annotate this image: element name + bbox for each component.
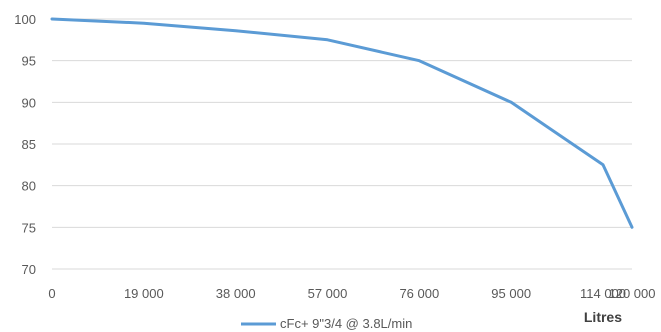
gridlines <box>52 18 632 270</box>
y-tick-label: 85 <box>22 137 36 152</box>
legend-label: cFc+ 9"3/4 @ 3.8L/min <box>280 316 412 331</box>
x-tick-label: 57 000 <box>308 286 348 301</box>
legend: cFc+ 9"3/4 @ 3.8L/min <box>241 316 412 331</box>
x-tick-label: 0 <box>48 286 55 301</box>
x-tick-label: 95 000 <box>491 286 531 301</box>
y-tick-label: 80 <box>22 179 36 194</box>
x-tick-label: 19 000 <box>124 286 164 301</box>
x-axis-tick-labels: 0 19 000 38 000 57 000 76 000 95 000 114 00012… <box>48 286 655 301</box>
series-lines <box>50 17 634 229</box>
x-tick-label: 120 000 <box>609 286 656 301</box>
x-tick-label: 114 000 <box>580 286 626 301</box>
x-tick-label: 76 000 <box>399 286 439 301</box>
y-tick-label: 90 <box>22 95 36 110</box>
y-axis-tick-labels: 70 75 80 85 90 95 100 <box>14 12 36 277</box>
x-tick-label: 38 000 <box>216 286 256 301</box>
y-tick-label: 95 <box>22 54 36 69</box>
y-tick-label: 75 <box>22 220 36 235</box>
y-tick-label: 100 <box>14 12 36 27</box>
x-axis-title: Litres <box>584 309 622 325</box>
series-line <box>50 17 634 229</box>
y-tick-label: 70 <box>22 262 36 277</box>
